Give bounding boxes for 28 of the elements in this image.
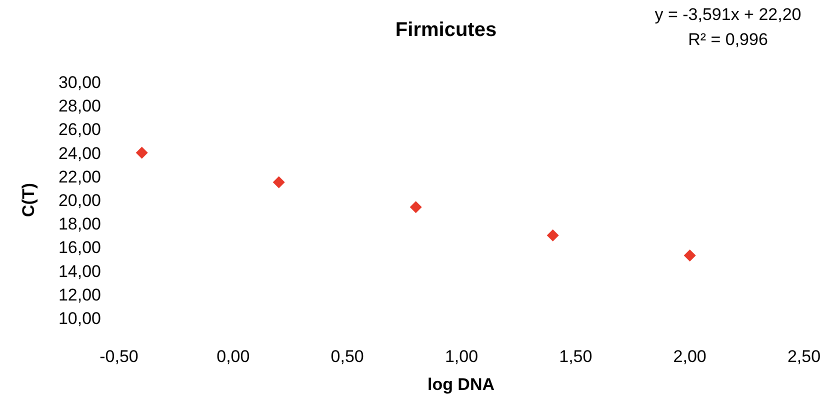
y-tick-label: 24,00: [58, 144, 101, 163]
y-tick-label: 10,00: [58, 309, 101, 328]
point: [684, 249, 696, 262]
y-tick-label: 16,00: [58, 238, 101, 258]
text: y = -3,591x + 22,20: [654, 5, 802, 24]
x-tick-label: 1,00: [444, 347, 478, 366]
y-tick-label: 20,00: [58, 191, 101, 210]
x-tick-label: 0,50: [330, 347, 364, 366]
y-axis-title: C(T): [19, 183, 38, 217]
x-axis-title: log DNA: [427, 375, 495, 394]
x-tick-label: -0,50: [100, 347, 138, 366]
point: [410, 201, 422, 214]
y-tick-label: 14,00: [58, 262, 101, 281]
text: R² = 0,996: [688, 30, 768, 49]
x-tick-label: 0,00: [216, 347, 250, 366]
chart-title: Firmicutes: [395, 19, 497, 41]
y-tick-label: 12,00: [58, 285, 101, 304]
point: [546, 229, 559, 242]
y-tick-label: 28,00: [58, 96, 101, 116]
x-tick-label: 2,50: [787, 347, 821, 366]
y-tick-label: 22,00: [58, 167, 101, 186]
x-tick-label: 2,00: [673, 347, 706, 366]
y-tick-label: 30,00: [58, 73, 101, 92]
y-tick-label: 26,00: [58, 120, 101, 140]
x-tick-label: 1,50: [559, 347, 592, 366]
y-tick-label: 18,00: [58, 214, 101, 234]
point: [272, 176, 285, 188]
point: [136, 146, 148, 159]
